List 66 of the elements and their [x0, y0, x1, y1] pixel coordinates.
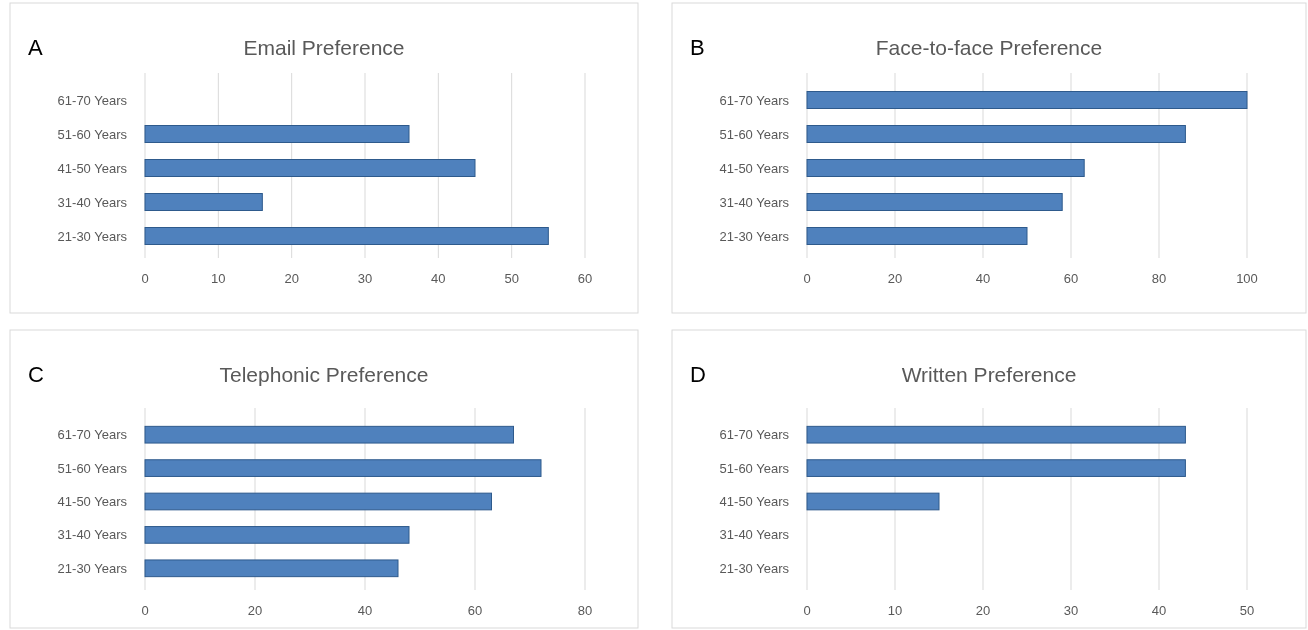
x-tick-label: 20: [284, 271, 299, 286]
y-tick-label: 21-30 Years: [719, 560, 790, 576]
x-tick-label: 50: [1239, 603, 1255, 618]
y-tick-label: 31-40 Years: [719, 194, 790, 210]
y-tick-label: 61-70 Years: [57, 427, 128, 443]
x-tick-label: 0: [141, 603, 149, 618]
bar: [144, 492, 492, 511]
y-tick-label: 31-40 Years: [57, 527, 128, 543]
y-tick-label: 51-60 Years: [57, 460, 128, 476]
x-tick-label: 40: [357, 603, 373, 618]
y-tick-label: 41-50 Years: [719, 160, 790, 176]
x-tick-label: 40: [1151, 603, 1167, 618]
text: D: [690, 362, 706, 387]
text: B: [690, 35, 705, 60]
text: A: [28, 35, 43, 60]
x-tick-label: 60: [467, 603, 483, 618]
x-tick-label: 20: [887, 271, 903, 286]
y-tick-label: 61-70 Years: [57, 92, 128, 108]
chart-title: Face-to-face Preference: [875, 36, 1103, 59]
x-tick-label: 0: [803, 603, 811, 618]
x-tick-label: 100: [1236, 271, 1258, 286]
y-tick-label: 51-60 Years: [57, 126, 128, 142]
x-tick-label: 20: [247, 603, 263, 618]
chart-title: Written Preference: [901, 363, 1077, 386]
chart-title: Telephonic Preference: [219, 363, 429, 386]
bar: [144, 193, 263, 211]
bar: [144, 227, 549, 245]
x-tick-label: 10: [211, 271, 226, 286]
y-tick-label: 31-40 Years: [57, 194, 128, 210]
y-tick-label: 51-60 Years: [719, 460, 790, 476]
y-tick-label: 41-50 Years: [57, 160, 128, 176]
bar: [806, 125, 1186, 143]
y-tick-label: 21-30 Years: [719, 228, 790, 244]
y-tick-label: 21-30 Years: [57, 560, 128, 576]
text: C: [28, 362, 44, 387]
x-tick-label: 40: [975, 271, 991, 286]
x-tick-label: 0: [141, 271, 149, 286]
bar: [144, 559, 399, 578]
x-tick-label: 80: [577, 603, 593, 618]
x-tick-label: 80: [1151, 271, 1167, 286]
y-tick-label: 61-70 Years: [719, 427, 790, 443]
x-tick-label: 10: [887, 603, 903, 618]
x-tick-label: 60: [1063, 271, 1079, 286]
bar: [806, 91, 1248, 109]
y-tick-label: 31-40 Years: [719, 527, 790, 543]
bar: [144, 526, 410, 544]
y-tick-label: 51-60 Years: [719, 126, 790, 142]
x-tick-label: 30: [1063, 603, 1079, 618]
y-tick-label: 61-70 Years: [719, 92, 790, 108]
x-tick-label: 30: [357, 271, 373, 286]
x-tick-label: 0: [803, 271, 811, 286]
bar: [144, 425, 514, 444]
bar: [806, 193, 1063, 211]
bar: [144, 125, 410, 143]
bar: [806, 227, 1028, 245]
chart-title: Email Preference: [243, 36, 405, 59]
y-tick-label: 21-30 Years: [57, 228, 128, 244]
x-tick-label: 40: [431, 271, 446, 286]
x-tick-label: 60: [577, 271, 593, 286]
y-tick-label: 41-50 Years: [57, 494, 128, 510]
x-tick-label: 20: [975, 603, 991, 618]
y-tick-label: 41-50 Years: [719, 494, 790, 510]
bar: [806, 159, 1085, 177]
bar: [144, 159, 476, 177]
bar: [144, 459, 542, 477]
x-tick-label: 50: [504, 271, 519, 286]
